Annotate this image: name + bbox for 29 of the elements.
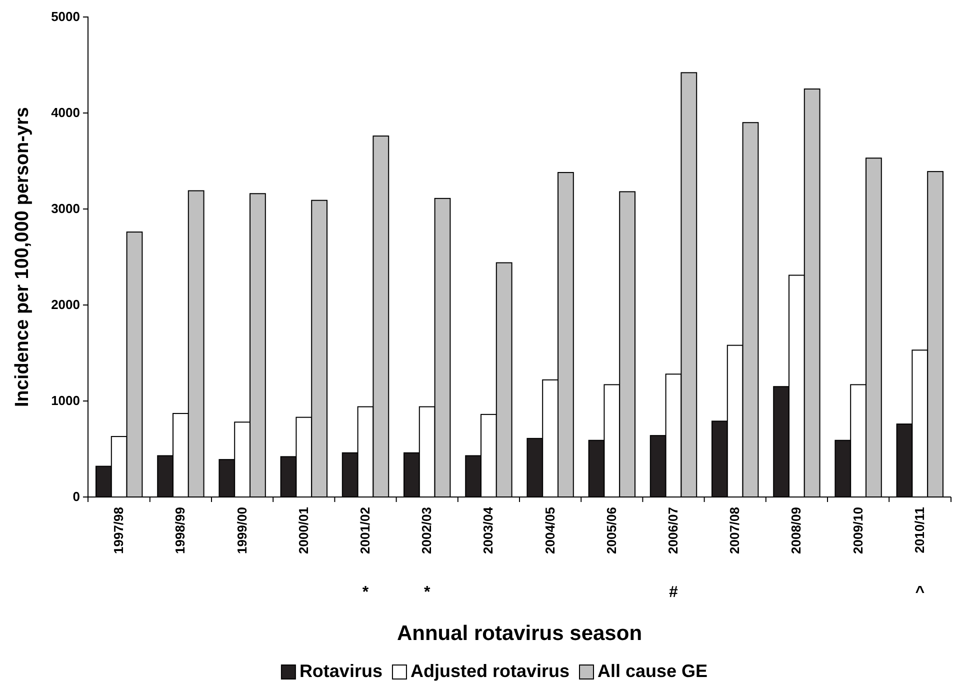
legend-label: Adjusted rotavirus (410, 661, 570, 681)
x-tick-label: 2001/02 (358, 507, 373, 554)
y-tick-label: 5000 (51, 9, 80, 24)
x-tick-label: 2000/01 (296, 507, 311, 554)
x-tick-label: 2006/07 (665, 507, 680, 554)
x-tick-label: 2003/04 (480, 506, 496, 554)
x-tick-label: 2007/08 (727, 507, 742, 554)
y-axis-title: Incidence per 100,000 person-yrs (12, 107, 33, 407)
legend-label: All cause GE (598, 661, 708, 681)
y-tick-label: 3000 (51, 201, 80, 216)
text: * (424, 584, 431, 601)
x-tick-label: 2004/05 (542, 507, 558, 554)
y-tick-label: 4000 (51, 105, 80, 120)
x-tick-label: 2008/09 (788, 507, 804, 554)
x-tick-label: 1997/98 (111, 507, 126, 554)
y-tick-label: 2000 (51, 297, 80, 312)
x-tick-label: 2009/10 (850, 507, 866, 554)
x-tick-label: 2010/11 (912, 507, 927, 554)
x-tick-label: 2002/03 (419, 507, 434, 554)
x-axis-title: Annual rotavirus season (396, 622, 642, 645)
text: # (669, 584, 678, 601)
x-tick-label: 1998/99 (172, 507, 188, 554)
y-tick-label: 0 (72, 489, 80, 504)
text: * (362, 584, 370, 601)
x-tick-label: 2005/06 (604, 507, 619, 554)
x-tick-label: 1999/00 (234, 507, 250, 554)
text: ^ (915, 584, 925, 601)
y-tick-label: 1000 (51, 393, 80, 408)
legend-label: Rotavirus (299, 661, 382, 681)
